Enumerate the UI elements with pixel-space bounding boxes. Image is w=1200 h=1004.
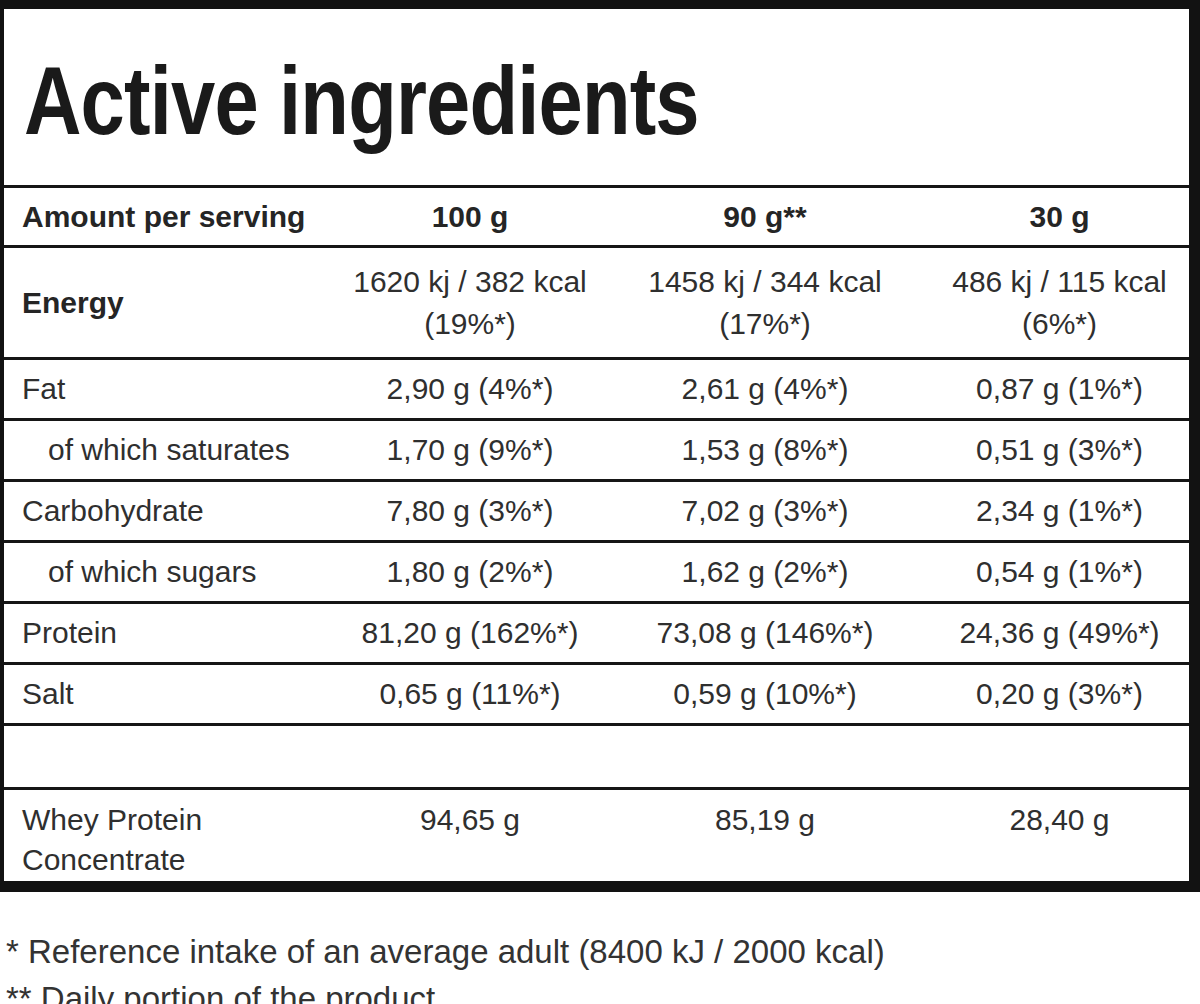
row-value: 0,59 g (10%*) — [616, 674, 914, 714]
row-value-main: 1,80 g (2%*) — [324, 552, 616, 592]
row-value-main: 1,62 g (2%*) — [616, 552, 914, 592]
row-value-main: 2,90 g (4%*) — [324, 369, 616, 409]
row-value-main: 1,53 g (8%*) — [616, 430, 914, 470]
table-row: Salt0,65 g (11%*)0,59 g (10%*) 0,20 g (3%… — [4, 662, 1189, 723]
row-value-main: 1620 kj / 382 kcal — [324, 261, 616, 303]
row-value-main: 94,65 g — [324, 800, 616, 840]
row-value: 1,70 g (9%*) — [324, 430, 616, 470]
row-value: 24,36 g (49%*) — [914, 613, 1189, 653]
row-value-main: 7,02 g (3%*) — [616, 491, 914, 531]
row-value: 7,80 g (3%*) — [324, 491, 616, 531]
table-spacer-row — [4, 723, 1189, 787]
row-value: 28,40 g — [914, 800, 1189, 840]
table-body: Energy1620 kj / 382 kcal(19%*)1458 kj / … — [4, 245, 1189, 881]
row-value-main: 2,34 g (1%*) — [930, 491, 1189, 531]
row-value-main: 73,08 g (146%*) — [616, 613, 914, 653]
row-value-percent: (6%*) — [930, 303, 1189, 345]
row-value: 0,20 g (3%*) — [914, 674, 1189, 714]
row-value: 73,08 g (146%*) — [616, 613, 914, 653]
row-value: 2,90 g (4%*) — [324, 369, 616, 409]
footnote-reference-intake: * Reference intake of an average adult (… — [6, 928, 1200, 975]
row-label: Protein — [4, 613, 324, 653]
table-header-row: Amount per serving 100 g 90 g** 30 g — [4, 185, 1189, 245]
row-value-main: 81,20 g (162%*) — [324, 613, 616, 653]
row-value: 94,65 g — [324, 800, 616, 840]
footnote-daily-portion: ** Daily portion of the product — [6, 975, 1200, 1004]
row-value-main: 28,40 g — [930, 800, 1189, 840]
row-label: Salt — [4, 674, 324, 714]
row-label: Energy — [4, 283, 324, 323]
row-value-main: 0,87 g (1%*) — [930, 369, 1189, 409]
table-row: Carbohydrate7,80 g (3%*)7,02 g (3%*) 2,34… — [4, 479, 1189, 540]
row-value: 2,34 g (1%*) — [914, 491, 1189, 531]
row-value-main: 0,51 g (3%*) — [930, 430, 1189, 470]
row-value-percent: (19%*) — [324, 303, 616, 345]
row-value-main: 24,36 g (49%*) — [930, 613, 1189, 653]
row-label: Whey Protein Concentrate — [4, 800, 324, 880]
row-value-main: 1,70 g (9%*) — [324, 430, 616, 470]
header-label: Amount per serving — [4, 197, 324, 237]
page-title: Active ingredients — [24, 46, 699, 149]
row-value: 0,54 g (1%*) — [914, 552, 1189, 592]
row-value: 1,62 g (2%*) — [616, 552, 914, 592]
table-row: Fat2,90 g (4%*)2,61 g (4%*) 0,87 g (1%*) — [4, 357, 1189, 418]
table-row: Protein81,20 g (162%*)73,08 g (146%*) 24,… — [4, 601, 1189, 662]
row-value: 85,19 g — [616, 800, 914, 840]
row-label: Carbohydrate — [4, 491, 324, 531]
row-value: 7,02 g (3%*) — [616, 491, 914, 531]
header-col-30g: 30 g — [914, 197, 1189, 237]
row-value: 1620 kj / 382 kcal(19%*) — [324, 261, 616, 345]
title-block: Active ingredients — [4, 9, 1189, 185]
table-row: Energy1620 kj / 382 kcal(19%*)1458 kj / … — [4, 245, 1189, 357]
row-value-main: 0,20 g (3%*) — [930, 674, 1189, 714]
row-value-main: 7,80 g (3%*) — [324, 491, 616, 531]
row-value-percent: (17%*) — [616, 303, 914, 345]
nutrition-table: Active ingredients Amount per serving 10… — [0, 0, 1200, 892]
row-value: 1,80 g (2%*) — [324, 552, 616, 592]
row-value: 0,65 g (11%*) — [324, 674, 616, 714]
row-value: 2,61 g (4%*) — [616, 369, 914, 409]
header-col-100g: 100 g — [324, 197, 616, 237]
row-value-main: 2,61 g (4%*) — [616, 369, 914, 409]
row-label: of which sugars — [4, 552, 324, 592]
row-value-main: 0,65 g (11%*) — [324, 674, 616, 714]
table-row: of which sugars1,80 g (2%*)1,62 g (2%*) 0… — [4, 540, 1189, 601]
row-value-main: 0,54 g (1%*) — [930, 552, 1189, 592]
footnotes: * Reference intake of an average adult (… — [0, 928, 1200, 1004]
table-row: Whey Protein Concentrate94,65 g85,19 g 28… — [4, 787, 1189, 881]
row-value: 1458 kj / 344 kcal(17%*) — [616, 261, 914, 345]
row-value-main: 1458 kj / 344 kcal — [616, 261, 914, 303]
row-value: 81,20 g (162%*) — [324, 613, 616, 653]
row-label: of which saturates — [4, 430, 324, 470]
row-value-main: 85,19 g — [616, 800, 914, 840]
row-value-main: 486 kj / 115 kcal — [930, 261, 1189, 303]
row-value: 0,51 g (3%*) — [914, 430, 1189, 470]
row-value: 1,53 g (8%*) — [616, 430, 914, 470]
header-col-90g: 90 g** — [616, 197, 914, 237]
row-label: Fat — [4, 369, 324, 409]
row-value: 486 kj / 115 kcal(6%*) — [914, 261, 1189, 345]
row-value: 0,87 g (1%*) — [914, 369, 1189, 409]
row-value-main: 0,59 g (10%*) — [616, 674, 914, 714]
table-row: of which saturates1,70 g (9%*)1,53 g (8%… — [4, 418, 1189, 479]
